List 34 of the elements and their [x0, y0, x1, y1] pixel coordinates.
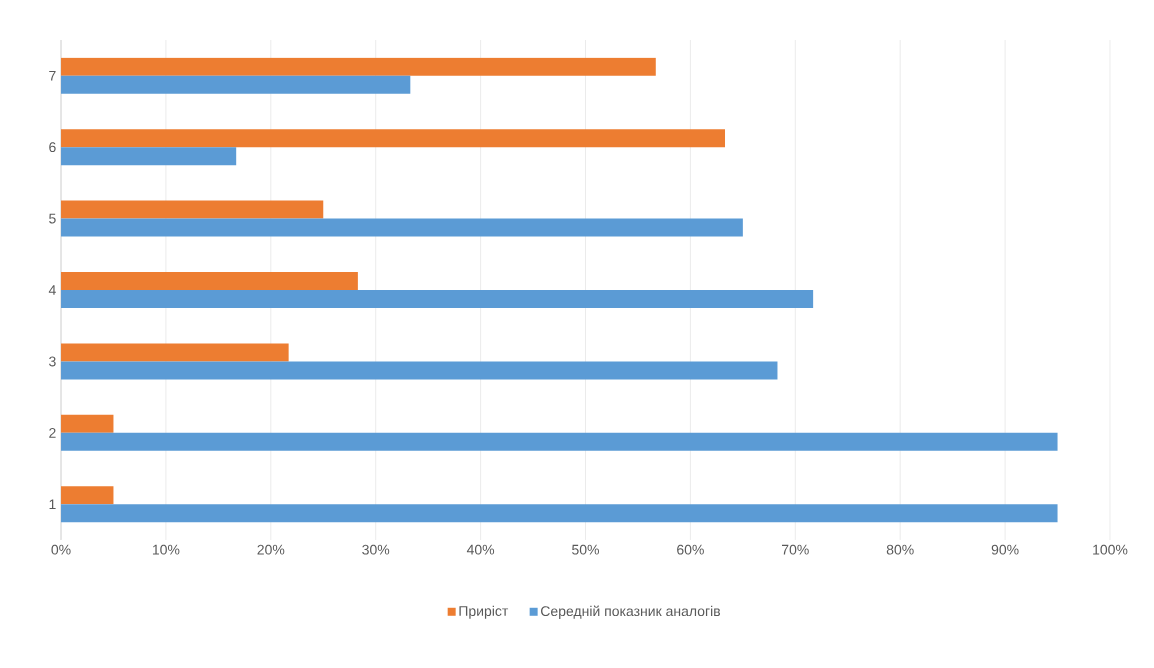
bar [61, 414, 114, 433]
y-tick-label: 1 [49, 499, 56, 510]
y-tick-label: 2 [49, 427, 56, 438]
x-tick-label: 50% [572, 544, 599, 555]
y-tick-label: 7 [49, 70, 56, 81]
legend-label: Приріст [459, 605, 509, 619]
bar [61, 271, 358, 290]
x-tick-label: 30% [362, 544, 390, 555]
x-tick-label: 90% [991, 544, 1019, 555]
y-tick-label: 4 [48, 285, 56, 295]
bar [61, 129, 726, 148]
bar [61, 486, 114, 505]
bar [61, 57, 656, 76]
y-tick-label: 6 [49, 142, 56, 153]
x-tick-label: 10% [152, 544, 180, 555]
legend-label: Середній показник аналогів [541, 605, 721, 619]
x-tick-label: 20% [257, 544, 285, 555]
x-tick-label: 100% [1093, 544, 1128, 555]
bar [61, 200, 324, 219]
bar [61, 289, 814, 308]
x-tick-label: 40% [466, 544, 495, 555]
y-tick-label: 3 [49, 356, 56, 367]
x-tick-label: 60% [677, 544, 704, 555]
y-tick-label: 5 [49, 213, 56, 224]
bar [61, 361, 778, 380]
bar [61, 75, 411, 94]
bar [61, 343, 289, 362]
bar [61, 218, 743, 237]
bar [61, 432, 1058, 451]
x-tick-label: 0% [51, 544, 71, 555]
x-tick-label: 70% [782, 544, 809, 555]
bar [61, 147, 237, 166]
x-tick-label: 80% [886, 544, 914, 555]
bar [61, 504, 1058, 523]
